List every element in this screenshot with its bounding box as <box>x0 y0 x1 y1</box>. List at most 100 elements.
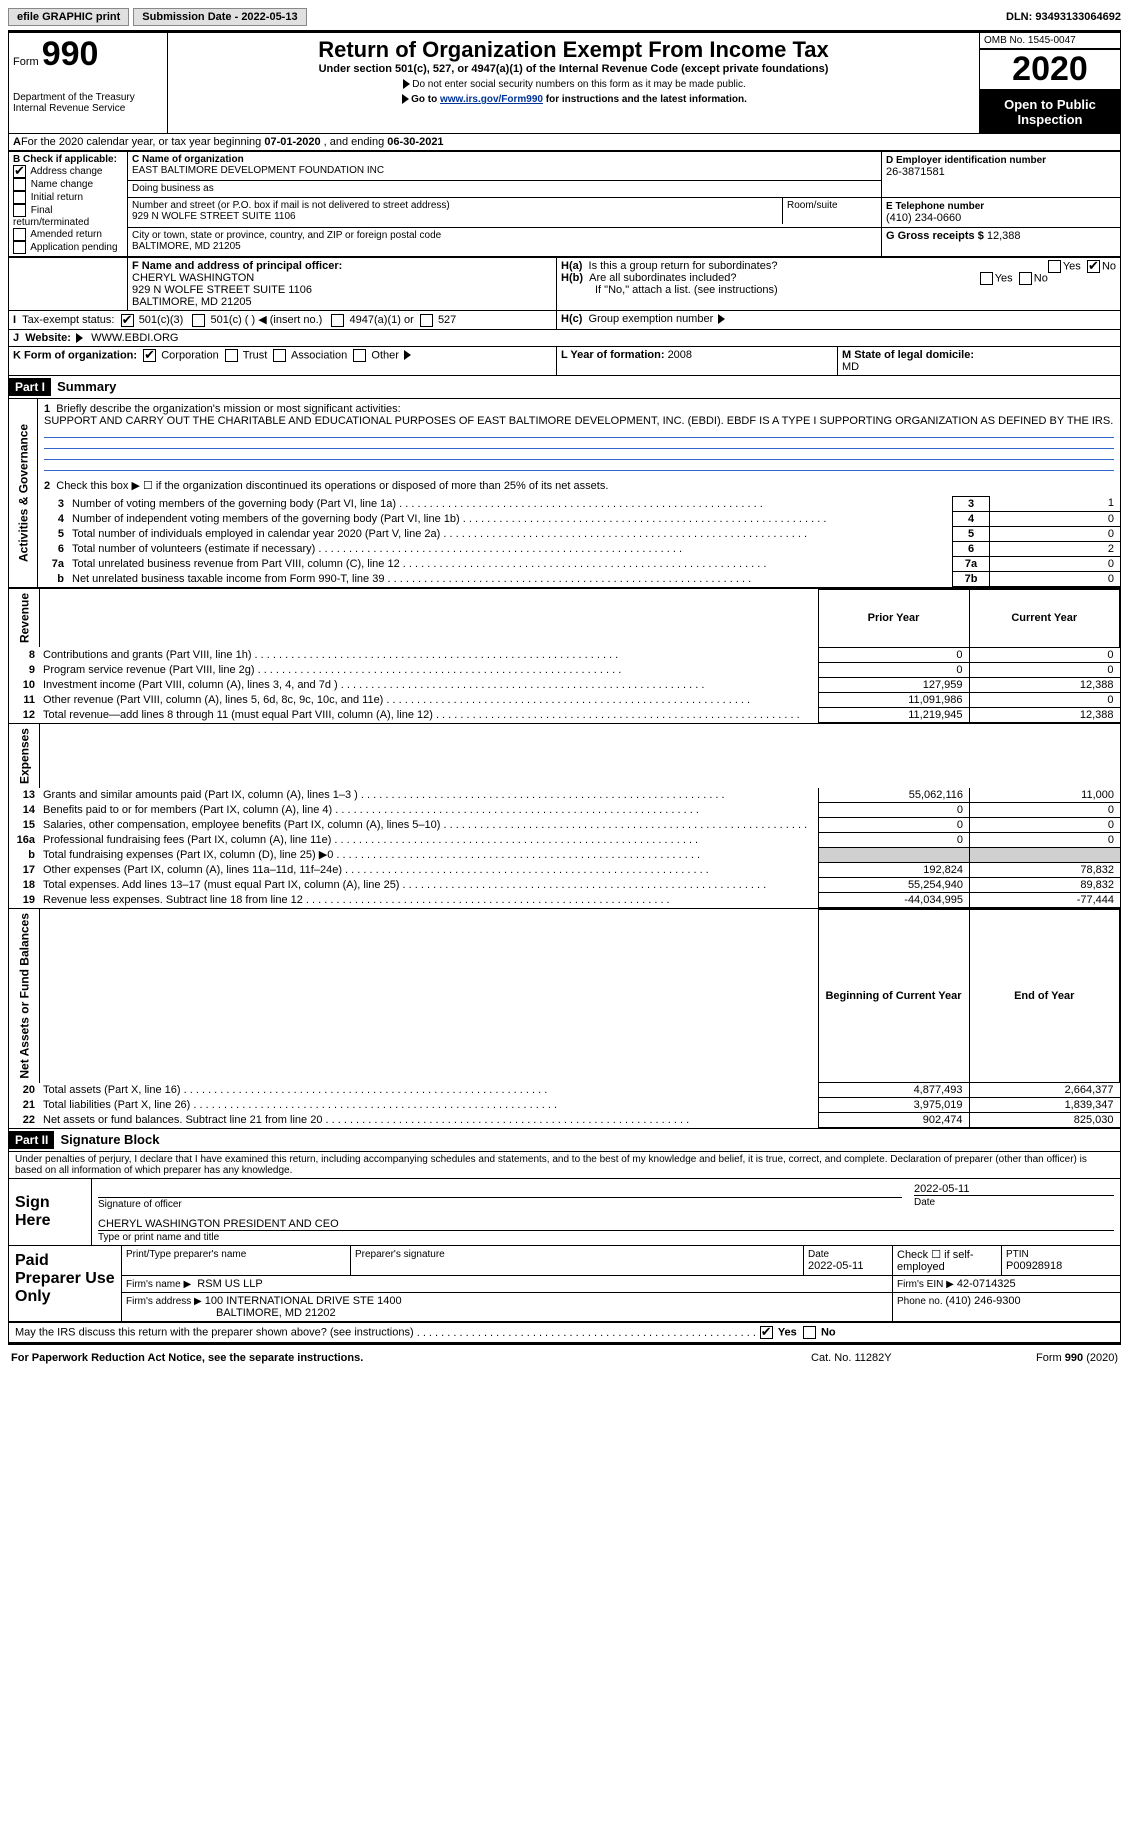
j-label: Website: <box>25 332 71 344</box>
i-opt-1: 501(c) ( ) ◀ (insert no.) <box>211 314 323 326</box>
firm-ein: 42-0714325 <box>957 1278 1016 1290</box>
firm-addr-label: Firm's address ▶ <box>126 1296 202 1307</box>
prep-name-label: Print/Type preparer's name <box>126 1249 246 1260</box>
g-label: G Gross receipts $ <box>886 230 987 242</box>
officer-print-name: CHERYL WASHINGTON PRESIDENT AND CEO <box>98 1218 339 1230</box>
b-checkbox-3[interactable] <box>13 204 26 217</box>
org-name: EAST BALTIMORE DEVELOPMENT FOUNDATION IN… <box>132 165 384 176</box>
no-label: No <box>1102 260 1116 272</box>
f-label: F Name and address of principal officer: <box>132 260 342 272</box>
submission-date-button[interactable]: Submission Date - 2022-05-13 <box>133 8 306 26</box>
k-trust-checkbox[interactable] <box>225 349 238 362</box>
open-to-public: Open to Public Inspection <box>980 91 1120 133</box>
form-subtitle: Under section 501(c), 527, or 4947(a)(1)… <box>178 63 969 75</box>
k-label: K Form of organization: <box>13 349 137 361</box>
m-label: M State of legal domicile: <box>842 349 974 361</box>
prep-sig-label: Preparer's signature <box>355 1249 445 1260</box>
l-label: L Year of formation: <box>561 349 668 361</box>
l2-text: Check this box ▶ ☐ if the organization d… <box>56 480 608 492</box>
side-governance: Activities & Governance <box>9 399 38 587</box>
i-501c-checkbox[interactable] <box>192 314 205 327</box>
i-527-checkbox[interactable] <box>420 314 433 327</box>
firm-addr1: 100 INTERNATIONAL DRIVE STE 1400 <box>205 1295 402 1307</box>
i-opt-2: 4947(a)(1) or <box>350 314 414 326</box>
ha-no-checkbox[interactable] <box>1087 260 1100 273</box>
footer-cat: Cat. No. 11282Y <box>764 1351 939 1365</box>
city-label: City or town, state or province, country… <box>132 230 441 241</box>
tax-year: 2020 <box>980 48 1120 91</box>
discuss-yes-checkbox[interactable] <box>760 1326 773 1339</box>
note-goto-post: for instructions and the latest informat… <box>543 94 747 105</box>
year-formation: 2008 <box>668 349 692 361</box>
no-label: No <box>1034 272 1048 284</box>
k-opt-0: Corporation <box>161 349 218 361</box>
ha-yes-checkbox[interactable] <box>1048 260 1061 273</box>
state-domicile: MD <box>842 361 859 373</box>
hb-label: Are all subordinates included? <box>589 272 736 284</box>
note-ssn: Do not enter social security numbers on … <box>412 79 745 90</box>
part2-hdr: Part II <box>9 1131 54 1149</box>
note-goto-pre: Go to <box>411 94 440 105</box>
f-h-block: F Name and address of principal officer:… <box>8 257 1121 376</box>
top-bar: efile GRAPHIC print Submission Date - 20… <box>8 8 1121 26</box>
ptin-label: PTIN <box>1006 1249 1029 1260</box>
b-checkbox-5[interactable] <box>13 241 26 254</box>
prep-date-label: Date <box>808 1249 829 1260</box>
efile-print-button[interactable]: efile GRAPHIC print <box>8 8 129 26</box>
self-employed: Check ☐ if self-employed <box>893 1246 1002 1276</box>
officer-city: BALTIMORE, MD 21205 <box>132 296 252 308</box>
b-checkbox-1[interactable] <box>13 178 26 191</box>
b-checkbox-4[interactable] <box>13 228 26 241</box>
side-netassets: Net Assets or Fund Balances <box>9 909 39 1083</box>
k-assoc-checkbox[interactable] <box>273 349 286 362</box>
dept-treasury: Department of the Treasury <box>13 92 163 103</box>
current-year-hdr: Current Year <box>969 589 1120 647</box>
b-item: Amended return <box>13 228 123 241</box>
dba-label: Doing business as <box>132 183 214 194</box>
triangle-icon <box>404 350 411 360</box>
i-label: Tax-exempt status: <box>22 314 114 326</box>
officer-street: 929 N WOLFE STREET SUITE 1106 <box>132 284 312 296</box>
form-title: Return of Organization Exempt From Incom… <box>178 37 969 63</box>
k-other-checkbox[interactable] <box>353 349 366 362</box>
part1-hdr: Part I <box>9 378 51 396</box>
hb-yes-checkbox[interactable] <box>980 272 993 285</box>
i-4947-checkbox[interactable] <box>331 314 344 327</box>
sign-here-label: Sign Here <box>9 1179 92 1246</box>
yes-label: Yes <box>995 272 1013 284</box>
side-expenses: Expenses <box>9 724 39 788</box>
sig-officer-label: Signature of officer <box>98 1199 182 1210</box>
officer-name: CHERYL WASHINGTON <box>132 272 254 284</box>
part-2: Part II Signature Block Under penalties … <box>8 1129 1121 1343</box>
b-item: Application pending <box>13 241 123 254</box>
prior-year-hdr: Prior Year <box>818 589 969 647</box>
gross-receipts: 12,388 <box>987 230 1021 242</box>
hb-no-checkbox[interactable] <box>1019 272 1032 285</box>
form-word: Form <box>13 56 39 68</box>
k-opt-3: Other <box>371 349 399 361</box>
irs-link[interactable]: www.irs.gov/Form990 <box>440 94 543 105</box>
begin-year-hdr: Beginning of Current Year <box>818 909 969 1083</box>
k-opt-2: Association <box>291 349 347 361</box>
no-label: No <box>821 1327 836 1339</box>
e-label: E Telephone number <box>886 201 984 212</box>
discuss-label: May the IRS discuss this return with the… <box>15 1327 414 1339</box>
hc-label: Group exemption number <box>589 313 714 325</box>
dln-label: DLN: 93493133064692 <box>1006 11 1121 23</box>
discuss-no-checkbox[interactable] <box>803 1326 816 1339</box>
part1-title: Summary <box>57 379 116 394</box>
i-501c3-checkbox[interactable] <box>121 314 134 327</box>
form-number: 990 <box>42 35 99 73</box>
street-value: 929 N WOLFE STREET SUITE 1106 <box>132 211 296 222</box>
b-checkbox-2[interactable] <box>13 191 26 204</box>
b-item: Final return/terminated <box>13 204 123 228</box>
k-corp-checkbox[interactable] <box>143 349 156 362</box>
footer-form: 990 <box>1065 1352 1083 1364</box>
b-checkbox-0[interactable] <box>13 165 26 178</box>
i-opt-3: 527 <box>438 314 456 326</box>
side-revenue: Revenue <box>9 589 39 647</box>
footer-pra: For Paperwork Reduction Act Notice, see … <box>10 1351 762 1365</box>
firm-phone-label: Phone no. <box>897 1296 945 1307</box>
ein-value: 26-3871581 <box>886 166 945 178</box>
triangle-icon <box>718 314 725 324</box>
